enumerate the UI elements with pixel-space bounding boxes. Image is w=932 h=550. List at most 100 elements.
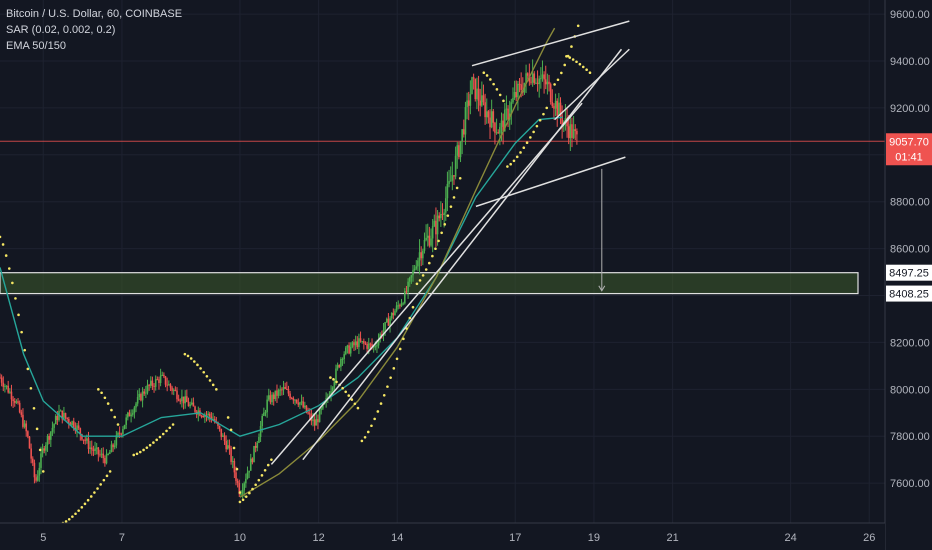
- sar-dot: [578, 62, 582, 66]
- candle-body: [218, 425, 221, 429]
- candle-body: [27, 431, 29, 437]
- candle-body: [561, 115, 563, 126]
- candle-body: [458, 145, 460, 158]
- candle-body: [245, 478, 247, 484]
- sar-dot: [205, 374, 209, 378]
- time-tick-label: 26: [863, 532, 875, 544]
- sar-dot: [360, 439, 364, 443]
- sar-dot: [545, 106, 549, 110]
- price-tick-label: 8800.00: [890, 197, 930, 209]
- sar-dot: [108, 470, 112, 473]
- candle-body: [358, 338, 360, 348]
- sar-dot: [4, 254, 8, 257]
- candle-body: [200, 415, 203, 417]
- candle-body: [543, 74, 545, 80]
- candle-body: [230, 448, 232, 462]
- candle-body: [330, 391, 332, 397]
- candle-body: [240, 494, 242, 496]
- candle-body: [169, 384, 172, 388]
- sar-dot: [532, 130, 535, 134]
- sar-dot: [20, 330, 23, 334]
- candle-body: [336, 365, 339, 369]
- candle-body: [436, 215, 439, 235]
- candle-body: [354, 341, 357, 346]
- candle-body: [341, 359, 344, 361]
- candle-body: [72, 421, 75, 428]
- sar-dot: [585, 68, 588, 72]
- candle-body: [143, 391, 146, 394]
- candle-body: [249, 458, 252, 471]
- time-tick-label: 19: [588, 532, 600, 544]
- candle-body: [343, 354, 345, 360]
- sar-dot: [386, 385, 389, 388]
- candle-body: [502, 120, 504, 132]
- candle-body: [79, 428, 82, 435]
- candle-body: [536, 82, 539, 85]
- ema-50-line: [0, 116, 563, 437]
- sar-dot: [77, 509, 80, 512]
- time-tick-label: 24: [784, 532, 796, 544]
- time-tick-label: 5: [40, 532, 46, 544]
- candle-body: [4, 385, 6, 387]
- candle-body: [100, 453, 103, 455]
- sar-dot: [132, 453, 136, 457]
- zone-level-tag: [886, 264, 932, 281]
- sar-dot: [89, 495, 93, 498]
- sar-dot: [248, 491, 251, 495]
- candle-body: [181, 396, 183, 402]
- candle-body: [177, 399, 180, 401]
- projection-arrow-head: [598, 285, 606, 292]
- candle-body: [46, 435, 49, 446]
- sar-dot: [113, 415, 117, 419]
- candle-body: [438, 215, 441, 219]
- candle-body: [202, 415, 205, 418]
- candle-body: [281, 389, 283, 391]
- sar-dot: [96, 487, 99, 490]
- candle-body: [10, 391, 13, 400]
- sar-dot: [229, 428, 233, 432]
- candle-body: [159, 375, 162, 384]
- sar-dot: [560, 71, 563, 75]
- candle-body: [302, 401, 304, 408]
- candle-body: [284, 386, 286, 389]
- sar-dot: [211, 383, 215, 387]
- candle-body: [531, 73, 534, 83]
- sar-dot: [199, 367, 202, 370]
- candle-body: [210, 416, 213, 420]
- candle-body: [87, 438, 90, 449]
- candle-body: [22, 414, 24, 427]
- candle-body: [404, 291, 406, 304]
- candle-body: [481, 95, 483, 106]
- candle-body: [174, 389, 177, 391]
- candle-body: [392, 312, 395, 316]
- candle-body: [423, 240, 426, 251]
- price-tick-label: 9600.00: [890, 9, 930, 21]
- candle-body: [499, 126, 501, 134]
- sar-dot: [189, 357, 193, 360]
- candle-body: [25, 423, 28, 432]
- candle-body: [66, 417, 68, 419]
- sar-dot: [525, 141, 529, 145]
- sar-dot: [17, 313, 20, 317]
- sar-dot: [14, 297, 17, 300]
- sar-dot: [415, 282, 419, 286]
- candle-body: [207, 413, 209, 416]
- sar-dot: [105, 474, 109, 478]
- candle-body: [130, 414, 132, 417]
- sar-dot: [437, 239, 440, 243]
- candle-body: [95, 447, 98, 449]
- time-tick-label: 17: [509, 532, 521, 544]
- candle-body: [71, 421, 73, 426]
- candle-body: [535, 82, 537, 84]
- candle-body: [366, 343, 368, 349]
- candle-body: [222, 435, 224, 437]
- candle-body: [477, 88, 480, 101]
- candle-body: [104, 458, 106, 464]
- candle-body: [186, 396, 188, 403]
- candle-body: [413, 268, 416, 271]
- sar-dot: [398, 347, 402, 351]
- sar-dot: [434, 247, 437, 251]
- channel-top-line: [471, 20, 630, 67]
